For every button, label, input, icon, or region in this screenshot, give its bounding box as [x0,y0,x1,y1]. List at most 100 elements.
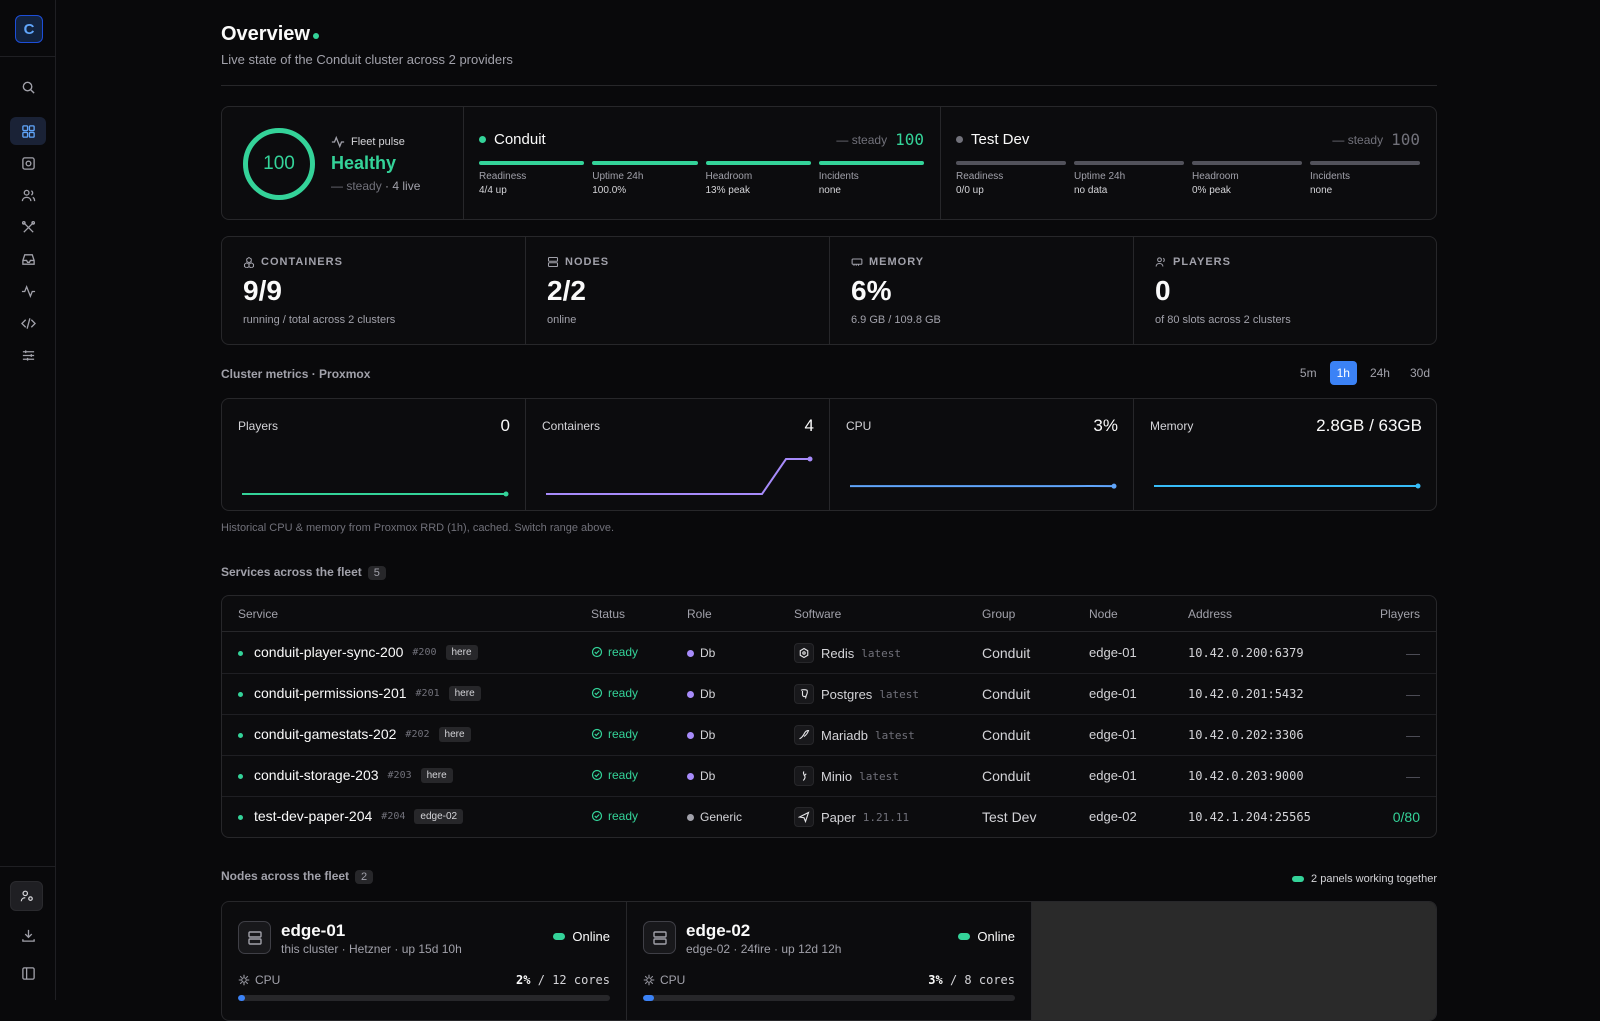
service-status-text: ready [608,686,638,700]
service-address[interactable]: 10.42.0.203:9000 [1188,769,1304,783]
activity-icon[interactable] [10,277,46,305]
server-icon [547,256,559,268]
service-status-text: ready [608,809,638,823]
code-icon[interactable] [10,309,46,337]
pulse-icon [331,135,345,149]
service-players: — [1406,645,1420,661]
services-table: Service Status Role Software Group Node … [221,595,1437,838]
node-status-text: Online [572,929,610,944]
user-settings-icon[interactable] [10,881,43,911]
minio-icon [794,766,814,786]
containers-icon[interactable] [10,149,46,177]
service-group: Test Dev [982,809,1036,825]
stat-value: 6% [851,275,891,307]
service-node[interactable]: edge-02 [1089,809,1137,824]
col-role[interactable]: Role [687,607,712,621]
col-group[interactable]: Group [982,607,1015,621]
service-address[interactable]: 10.42.0.202:3306 [1188,728,1304,742]
storage-icon[interactable] [10,245,46,273]
cpu-cores: 8 cores [964,973,1015,987]
service-status-text: ready [608,645,638,659]
cpu-cores: 12 cores [552,973,610,987]
dashboard-icon[interactable] [10,117,46,145]
range-30d[interactable]: 30d [1403,361,1437,385]
nodes-card: edge-01 this cluster · Hetzner · up 15d … [221,901,1437,1021]
node-cpu-bar [238,995,610,1001]
node-status: Online [958,929,1015,944]
sliders-icon[interactable] [10,341,46,369]
cpu-pct: 3% [928,973,942,987]
col-address[interactable]: Address [1188,607,1232,621]
metric-cpu: CPU 3% [830,399,1134,510]
range-5m[interactable]: 5m [1293,361,1324,385]
range-24h[interactable]: 24h [1363,361,1397,385]
cluster-name: Test Dev [956,131,1029,148]
service-role: Db [687,769,715,783]
col-status[interactable]: Status [591,607,625,621]
cluster-name-text: Test Dev [971,131,1029,148]
service-node[interactable]: edge-01 [1089,686,1137,701]
stat-value: 0 [1155,275,1171,307]
col-players[interactable]: Players [1380,607,1420,621]
service-role: Db [687,646,715,660]
service-location-tag: here [446,645,478,660]
col-node[interactable]: Node [1089,607,1118,621]
table-header: Service Status Role Software Group Node … [222,596,1436,632]
sidebar: C [0,0,56,1000]
download-icon[interactable] [10,921,46,949]
col-software[interactable]: Software [794,607,841,621]
software-version: latest [861,647,901,660]
service-role: Generic [687,810,742,824]
cpu-pct: 2% [516,973,530,987]
service-address[interactable]: 10.42.1.204:25565 [1188,810,1311,824]
users-icon[interactable] [10,181,46,209]
software-name: Minio [821,769,852,784]
check-circle-icon [591,687,603,699]
node-cpu-value: 3% / 8 cores [928,973,1015,987]
service-node[interactable]: edge-01 [1089,727,1137,742]
node-edge-01[interactable]: edge-01 this cluster · Hetzner · up 15d … [222,902,627,1021]
app-logo[interactable]: C [15,15,43,43]
service-status: ready [591,809,638,823]
sparkline-endpoint [504,492,509,497]
panel-toggle-icon[interactable] [10,959,46,987]
stat-sub: running / total across 2 clusters [243,314,395,326]
logo-letter: C [24,21,35,38]
software-name: Postgres [821,687,872,702]
tools-icon[interactable] [10,213,46,241]
cpu-sparkline [846,451,1118,501]
range-1h[interactable]: 1h [1330,361,1357,385]
check-circle-icon [591,769,603,781]
search-icon[interactable] [10,73,46,101]
stat-sub: online [547,314,576,326]
service-status-dot [238,733,243,738]
sparkline-endpoint [808,457,813,462]
service-address[interactable]: 10.42.0.200:6379 [1188,646,1304,660]
service-node[interactable]: edge-01 [1089,645,1137,660]
service-node[interactable]: edge-01 [1089,768,1137,783]
page-subtitle: Live state of the Conduit cluster across… [221,52,513,67]
service-status: ready [591,645,638,659]
service-role: Db [687,728,715,742]
service-address[interactable]: 10.42.0.201:5432 [1188,687,1304,701]
service-status-text: ready [608,727,638,741]
node-edge-02[interactable]: edge-02 edge-02 · 24fire · up 12d 12h On… [627,902,1032,1021]
col-service[interactable]: Service [238,607,278,621]
